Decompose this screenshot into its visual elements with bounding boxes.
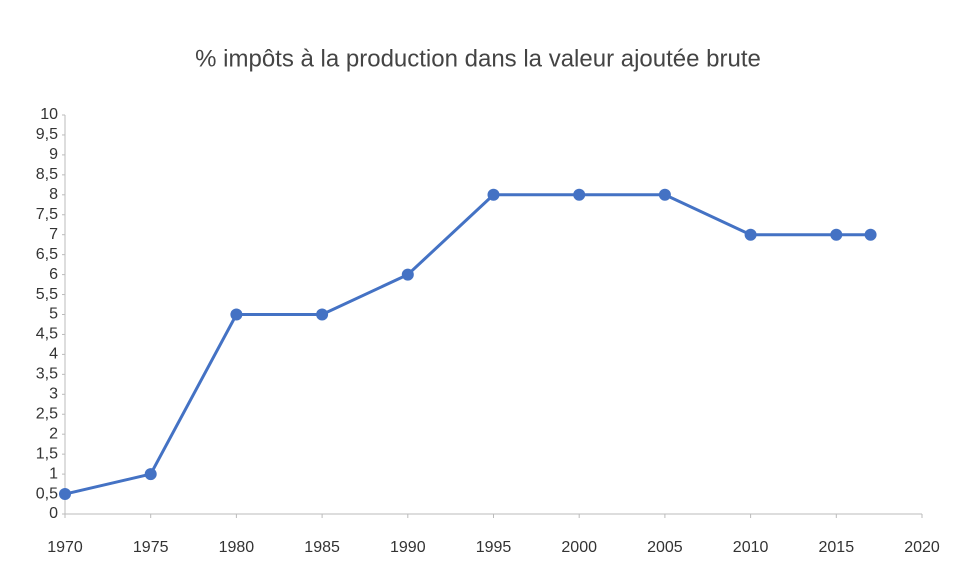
x-tick-label: 1975 [133,539,169,556]
x-tick-label: 1990 [390,539,426,556]
x-tick-label: 2010 [733,539,769,556]
x-tick-label: 1970 [47,539,83,556]
y-tick-label: 2,5 [36,405,58,422]
y-tick-label: 4,5 [36,326,58,343]
x-tick-label: 1985 [304,539,340,556]
y-tick-label: 0 [49,505,58,522]
y-tick-label: 8 [49,186,58,203]
x-tick-label: 1980 [219,539,255,556]
y-tick-label: 6,5 [36,246,58,263]
x-tick-label: 2020 [904,539,940,556]
x-tick-label: 2005 [647,539,683,556]
y-tick-label: 1,5 [36,445,58,462]
y-tick-label: 3,5 [36,366,58,383]
y-tick-label: 2 [49,425,58,442]
y-tick-label: 9 [49,146,58,163]
point [658,188,671,201]
point [144,468,157,481]
y-tick-label: 0,5 [36,485,58,502]
y-tick-label: 4 [49,346,58,363]
point [487,188,500,201]
point [59,488,71,501]
point [230,308,243,321]
y-tick-label: 7 [49,226,58,243]
y-tick-label: 3 [49,386,58,403]
y-tick-label: 9,5 [36,126,58,143]
y-tick-label: 1 [49,465,58,482]
y-tick-label: 5,5 [36,286,58,303]
point [744,228,757,241]
point [316,308,329,321]
y-tick-label: 5 [49,306,58,323]
x-tick-label: 1995 [476,539,512,556]
y-tick-label: 7,5 [36,206,58,223]
y-tick-label: 6 [49,266,58,283]
point [401,268,414,281]
point [864,228,877,241]
x-tick-label: 2015 [819,539,855,556]
y-tick-label: 8,5 [36,166,58,183]
point [830,228,843,241]
point [573,188,586,201]
chart-title: % impôts à la production dans la valeur … [195,45,761,72]
x-tick-label: 2000 [561,539,597,556]
y-tick-label: 10 [40,106,58,123]
